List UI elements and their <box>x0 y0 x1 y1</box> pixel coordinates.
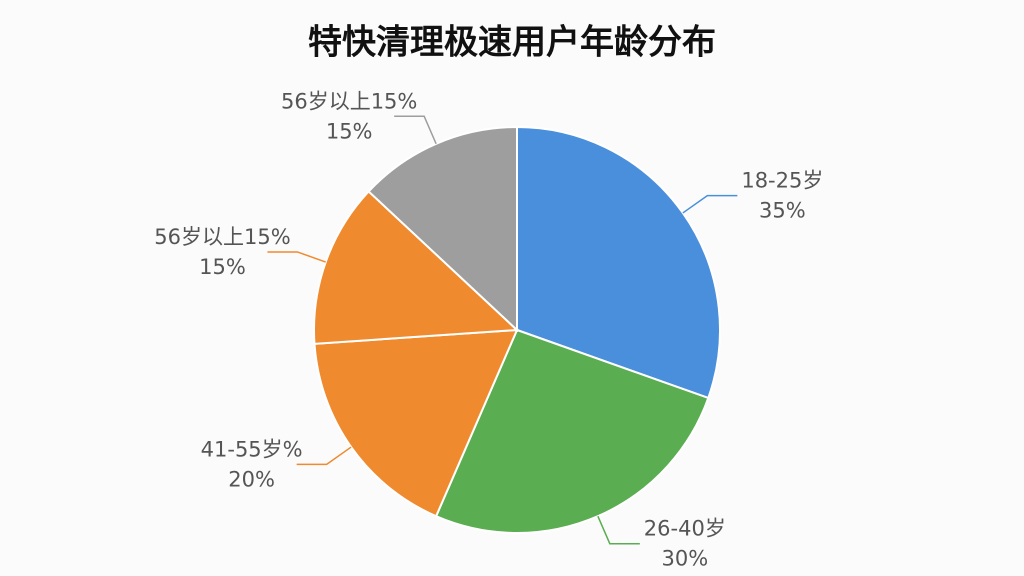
slice-label: 26-40岁 <box>644 517 726 541</box>
leader-line <box>597 515 640 545</box>
pie-slice <box>434 328 710 534</box>
slice-label: 41-55岁% <box>201 437 303 461</box>
slice-label: 56岁以上15% <box>154 225 290 249</box>
pie-slice <box>516 125 721 400</box>
value-label: 30% <box>661 547 708 571</box>
value-label: 20% <box>228 467 275 491</box>
value-label: 15% <box>199 255 246 279</box>
chart-title: 特快清理极速用户年龄分布 <box>308 23 716 63</box>
slice-label: 18-25岁 <box>741 169 823 193</box>
pie-slice <box>313 328 519 518</box>
leader-line <box>682 194 738 214</box>
pie-slice <box>367 125 518 333</box>
value-label: 35% <box>759 199 806 223</box>
leader-line <box>296 446 352 466</box>
pie-slice <box>313 190 520 345</box>
slice-label: 56岁以上15% <box>281 89 417 113</box>
leader-line <box>394 115 437 145</box>
value-label: 15% <box>326 119 373 143</box>
leader-line <box>267 251 326 263</box>
